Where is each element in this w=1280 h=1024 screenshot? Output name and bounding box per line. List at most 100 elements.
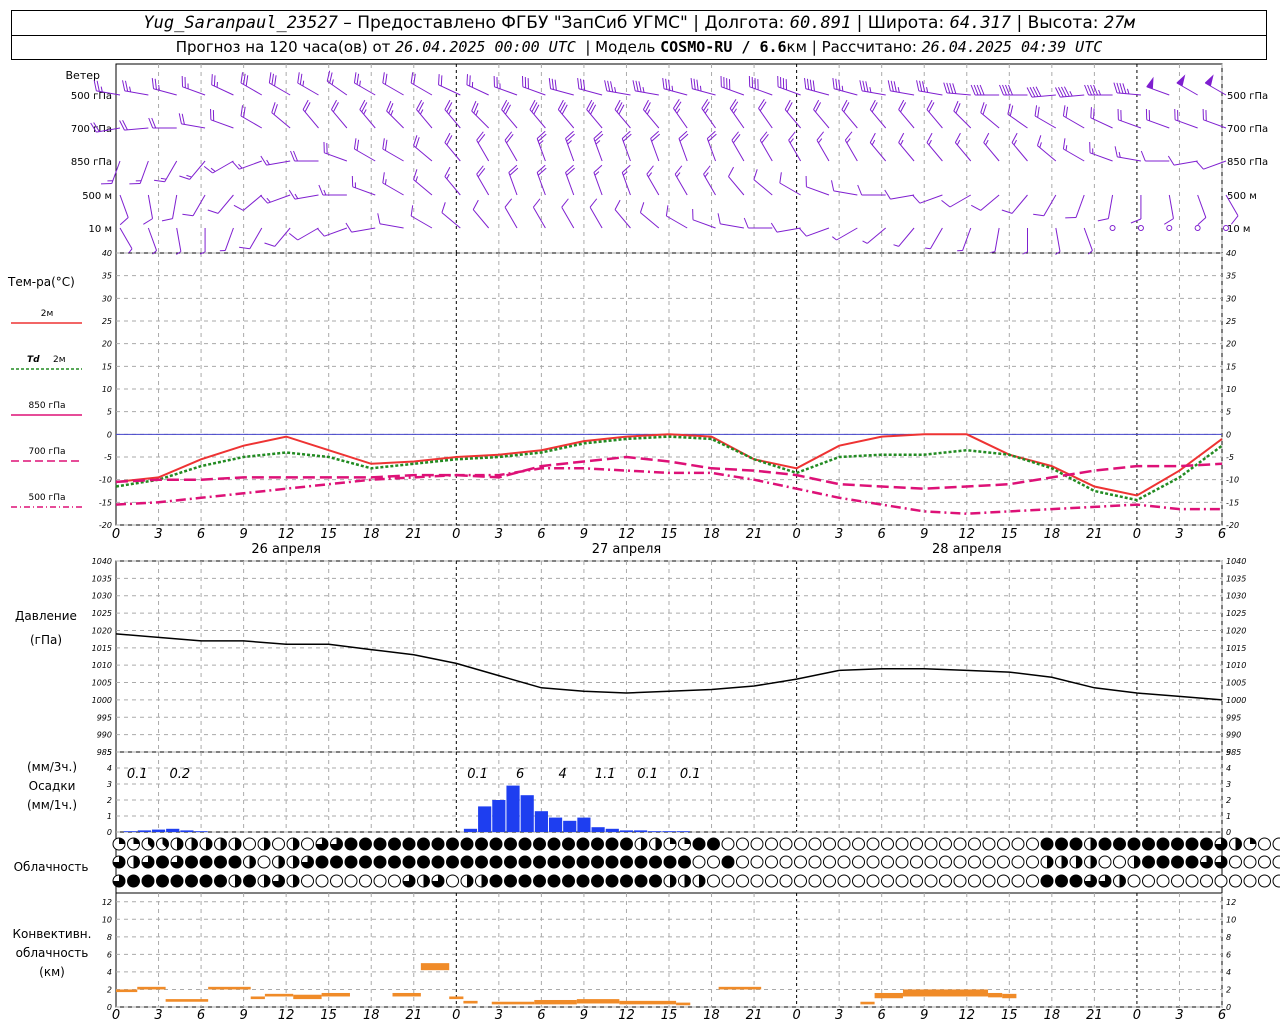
barb-half bbox=[647, 172, 653, 178]
barb-shaft bbox=[678, 138, 688, 162]
wind-barb bbox=[1089, 142, 1113, 162]
barb-shaft bbox=[1173, 160, 1198, 166]
barb-full bbox=[954, 132, 961, 143]
cloud-fill bbox=[403, 856, 415, 868]
barb-half bbox=[956, 139, 961, 146]
barb-full bbox=[616, 102, 623, 113]
cloud-symbol bbox=[1127, 837, 1141, 851]
barb-half bbox=[704, 108, 709, 114]
x-tick-label: 0 bbox=[112, 527, 120, 542]
wind-barb bbox=[290, 150, 319, 162]
cloud-symbol bbox=[170, 837, 184, 851]
cloud-circle bbox=[373, 874, 387, 888]
cloud-symbol bbox=[924, 874, 938, 888]
wind-barb bbox=[674, 165, 688, 196]
barb-full bbox=[353, 72, 357, 84]
wind-barb bbox=[729, 99, 745, 129]
wind-barb bbox=[410, 205, 433, 229]
barb-full bbox=[181, 113, 185, 125]
cloud-symbol bbox=[910, 874, 923, 888]
cloud-fill bbox=[533, 875, 546, 887]
barb-shaft bbox=[866, 227, 887, 244]
conv-bar bbox=[321, 992, 350, 997]
cloud-symbol bbox=[692, 855, 706, 869]
cloud-symbol bbox=[678, 874, 691, 888]
barb-half bbox=[446, 173, 450, 180]
barb-full bbox=[148, 117, 154, 129]
y-tick-label: 12 bbox=[1226, 898, 1236, 907]
barb-shaft bbox=[836, 227, 858, 241]
barb-full bbox=[635, 80, 639, 92]
cloud-circle bbox=[765, 855, 778, 869]
wind-barb bbox=[318, 184, 347, 196]
cloud-circle bbox=[881, 874, 894, 888]
barb-full bbox=[831, 180, 835, 191]
barb-full bbox=[551, 78, 554, 90]
barb-shaft bbox=[898, 109, 915, 129]
cloud-circle bbox=[692, 855, 706, 869]
barb-full bbox=[832, 78, 835, 89]
cloud-fill bbox=[1047, 856, 1053, 868]
wind-barb bbox=[642, 99, 660, 129]
barb-full bbox=[143, 218, 153, 225]
cloud-fill bbox=[641, 838, 647, 850]
precip-bar bbox=[180, 830, 194, 832]
cloud-circle bbox=[837, 874, 851, 888]
wind-barb bbox=[1036, 135, 1057, 162]
wind-barb bbox=[1109, 225, 1116, 231]
barb-full bbox=[293, 150, 298, 162]
cloud-fill bbox=[374, 838, 386, 850]
barb-full bbox=[1205, 110, 1207, 121]
barb-shaft bbox=[1107, 194, 1114, 219]
wind-barb bbox=[521, 76, 546, 96]
cloud-fill bbox=[707, 838, 720, 850]
barb-full bbox=[299, 73, 303, 85]
y-tick-label: 1 bbox=[107, 812, 112, 821]
barb-full bbox=[119, 217, 129, 226]
x-tick-label: 9 bbox=[920, 527, 928, 542]
cloud-symbol bbox=[823, 855, 836, 869]
cloud-circle bbox=[895, 837, 909, 851]
cloud-fill bbox=[591, 875, 604, 887]
barb-full bbox=[665, 78, 668, 90]
y-tick-label: 12 bbox=[102, 898, 112, 907]
cloud-circle bbox=[750, 855, 764, 869]
barb-shaft bbox=[759, 139, 773, 162]
barb-shaft bbox=[494, 86, 518, 96]
cloud-fill bbox=[1041, 838, 1053, 850]
y-tick-label: 2 bbox=[1226, 796, 1231, 805]
cloud-circle bbox=[939, 855, 952, 869]
x-tick-label: 0 bbox=[792, 527, 800, 542]
barb-shaft bbox=[650, 138, 660, 162]
barb-full bbox=[351, 176, 354, 187]
cloud-circle bbox=[837, 837, 851, 851]
x-tick-label: 21 bbox=[1086, 527, 1103, 542]
barb-shaft bbox=[508, 172, 518, 196]
y-tick-label: 35 bbox=[1226, 272, 1236, 281]
x-tick-label-bottom: 21 bbox=[746, 1008, 763, 1023]
wind-barb bbox=[153, 160, 178, 183]
barb-shaft bbox=[844, 139, 858, 162]
cloud-circle bbox=[344, 874, 358, 888]
barb-half bbox=[152, 250, 157, 255]
wind-barb bbox=[476, 131, 490, 162]
barb-full bbox=[1145, 109, 1148, 120]
precip-bar bbox=[548, 817, 563, 832]
cloud-symbol bbox=[127, 855, 140, 869]
barb-shaft bbox=[806, 227, 830, 237]
cloud-symbol bbox=[678, 837, 691, 851]
cloud-symbol bbox=[953, 837, 967, 851]
wind-barb bbox=[260, 194, 291, 204]
pressure-title: Давление bbox=[15, 609, 77, 623]
cloud-fill bbox=[684, 838, 691, 844]
barb-shaft bbox=[359, 109, 376, 129]
cloud-symbol bbox=[881, 855, 894, 869]
wind-barb bbox=[199, 228, 206, 255]
cloud-symbol bbox=[214, 874, 227, 888]
cloud-fill bbox=[664, 856, 676, 868]
cloud-fill bbox=[200, 856, 212, 868]
barb-shaft bbox=[182, 86, 206, 96]
cloud-symbol bbox=[1026, 837, 1039, 851]
cloud-circle bbox=[1026, 874, 1039, 888]
cloud-circle bbox=[1026, 837, 1039, 851]
